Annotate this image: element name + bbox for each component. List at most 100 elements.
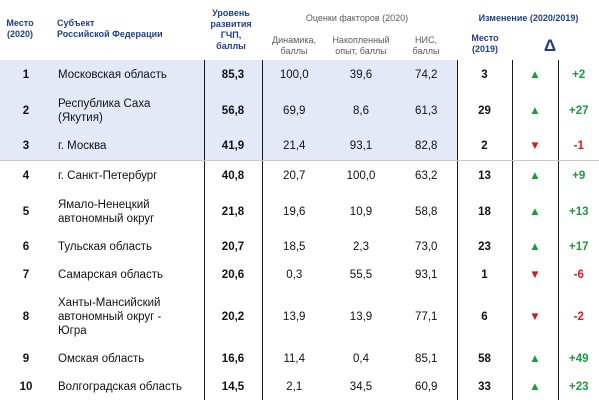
rank-cell: 5 bbox=[22, 206, 30, 218]
subject-cell: Московская область bbox=[52, 60, 204, 90]
subject-cell: Ямало-Ненецкий автономный округ bbox=[58, 199, 155, 225]
dynamics-cell: 20,7 bbox=[283, 170, 306, 182]
dynamics-header: Динамика, баллы bbox=[272, 35, 316, 56]
place2019-cell: 13 bbox=[456, 160, 513, 191]
experience-header: Накопленный опыт, баллы bbox=[332, 35, 390, 56]
dynamics-cell: 21,4 bbox=[262, 132, 326, 161]
score-cell: 41,9 bbox=[203, 132, 263, 161]
experience-cell: 8,6 bbox=[326, 90, 396, 132]
score-cell: 85,3 bbox=[203, 60, 263, 90]
place2019-cell: 29 bbox=[456, 90, 513, 132]
dynamics-cell: 18,5 bbox=[283, 241, 306, 253]
arrow-up-icon: ▲ bbox=[512, 60, 559, 90]
subject-cell: г. Санкт-Петербург bbox=[58, 170, 158, 182]
dynamics-cell: 11,4 bbox=[283, 353, 306, 365]
arrow-down-icon: ▼ bbox=[512, 289, 559, 345]
arrow-up-icon: ▲ bbox=[512, 233, 559, 261]
nis-cell: 85,1 bbox=[415, 353, 438, 365]
experience-cell: 34,5 bbox=[349, 380, 373, 393]
delta-cell: +17 bbox=[568, 241, 589, 253]
place2019-cell: 3 bbox=[456, 60, 513, 90]
table-row: 4 г. Санкт-Петербург 40,8 20,7 100,0 63,2 13 ▲ +… bbox=[0, 160, 599, 191]
place2019-header: Место (2019) bbox=[471, 33, 499, 54]
arrow-down-icon: ▼ bbox=[512, 261, 559, 289]
experience-cell: 13,9 bbox=[349, 311, 373, 323]
rank-cell: 8 bbox=[22, 311, 30, 323]
nis-cell: 60,9 bbox=[415, 380, 438, 393]
dynamics-cell: 69,9 bbox=[262, 90, 326, 132]
dynamics-cell: 19,6 bbox=[283, 206, 306, 218]
table-header: Место (2020) Субъект Российской Федераци… bbox=[0, 0, 599, 60]
nis-cell: 77,1 bbox=[415, 311, 438, 323]
experience-cell: 100,0 bbox=[346, 170, 376, 182]
arrow-down-icon: ▼ bbox=[512, 132, 559, 161]
rank-cell: 2 bbox=[0, 90, 52, 132]
table-row: 10 Волгоградская область 14,5 2,1 34,5 60,9 33… bbox=[0, 373, 599, 400]
arrow-up-icon: ▲ bbox=[512, 90, 559, 132]
nis-cell: 61,3 bbox=[396, 90, 457, 132]
table-row: 1 Московская область 85,3 100,0 39,6 74,2 3 ▲ +2 bbox=[0, 60, 599, 90]
rank-cell: 7 bbox=[22, 269, 30, 281]
place2019-cell: 33 bbox=[456, 373, 513, 400]
place2019-cell: 2 bbox=[456, 132, 513, 161]
arrow-up-icon: ▲ bbox=[512, 160, 559, 191]
rank-header: Место (2020) bbox=[6, 18, 34, 39]
delta-cell: +9 bbox=[572, 170, 586, 182]
delta-header-icon: Δ bbox=[543, 36, 557, 55]
score-cell: 14,5 bbox=[203, 373, 263, 400]
table-row: 8 Ханты-Мансийский автономный округ - Югр… bbox=[0, 289, 599, 345]
nis-cell: 58,8 bbox=[415, 206, 438, 218]
experience-cell: 93,1 bbox=[326, 132, 396, 161]
experience-cell: 2,3 bbox=[353, 241, 369, 253]
delta-cell: +49 bbox=[568, 353, 589, 365]
experience-cell: 0,4 bbox=[353, 353, 369, 365]
dynamics-cell: 13,9 bbox=[283, 311, 306, 323]
place2019-cell: 58 bbox=[456, 345, 513, 373]
delta-cell: -6 bbox=[573, 269, 584, 281]
arrow-up-icon: ▲ bbox=[512, 373, 559, 400]
dynamics-cell: 100,0 bbox=[262, 60, 326, 90]
delta-cell: +13 bbox=[568, 206, 589, 218]
score-cell: 16,6 bbox=[203, 345, 263, 373]
place2019-cell: 23 bbox=[456, 233, 513, 261]
nis-cell: 73,0 bbox=[415, 241, 438, 253]
subject-cell: Волгоградская область bbox=[58, 380, 182, 393]
score-cell: 20,7 bbox=[203, 233, 263, 261]
score-cell: 20,6 bbox=[203, 261, 263, 289]
rank-cell: 3 bbox=[0, 132, 52, 161]
arrow-up-icon: ▲ bbox=[512, 345, 559, 373]
rank-cell: 9 bbox=[22, 353, 30, 365]
dynamics-cell: 0,3 bbox=[286, 269, 303, 281]
place2019-cell: 1 bbox=[456, 261, 513, 289]
delta-cell: -2 bbox=[573, 311, 584, 323]
delta-cell: +2 bbox=[572, 69, 586, 81]
table-row: 3 г. Москва 41,9 21,4 93,1 82,8 2 ▼ -1 bbox=[0, 132, 599, 161]
subject-cell: Ханты-Мансийский автономный округ - Югра bbox=[58, 297, 162, 337]
subject-cell: Омская область bbox=[58, 353, 145, 365]
subject-cell: Тульская область bbox=[58, 241, 153, 253]
place2019-cell: 6 bbox=[456, 289, 513, 345]
nis-cell: 82,8 bbox=[396, 132, 457, 161]
rank-cell: 10 bbox=[19, 380, 33, 393]
score-header: Уровень развития ГЧП, баллы bbox=[210, 8, 252, 51]
score-cell: 21,8 bbox=[203, 191, 263, 233]
score-cell: 20,2 bbox=[203, 289, 263, 345]
delta-cell: +23 bbox=[568, 380, 589, 393]
subject-cell: Республика Саха (Якутия) bbox=[52, 90, 204, 132]
score-cell: 40,8 bbox=[203, 160, 263, 191]
change-header: Изменение (2020/2019) bbox=[478, 13, 579, 23]
table-row: 5 Ямало-Ненецкий автономный округ 21,8 19,6… bbox=[0, 191, 599, 233]
nis-header: НИС, баллы bbox=[412, 35, 440, 56]
place2019-cell: 18 bbox=[456, 191, 513, 233]
arrow-up-icon: ▲ bbox=[512, 191, 559, 233]
dynamics-cell: 2,1 bbox=[286, 380, 303, 393]
subject-cell: Самарская область bbox=[58, 269, 163, 281]
subject-header: Субъект Российской Федерации bbox=[57, 18, 163, 39]
table-row: 2 Республика Саха (Якутия) 56,8 69,9 8,6 61,3… bbox=[0, 90, 599, 132]
delta-cell: +27 bbox=[568, 105, 589, 117]
ranking-table: 1 Московская область 85,3 100,0 39,6 74,2 3 ▲ +2… bbox=[0, 60, 599, 400]
nis-cell: 74,2 bbox=[396, 60, 457, 90]
delta-cell: -1 bbox=[558, 132, 599, 161]
rank-cell: 1 bbox=[0, 60, 52, 90]
